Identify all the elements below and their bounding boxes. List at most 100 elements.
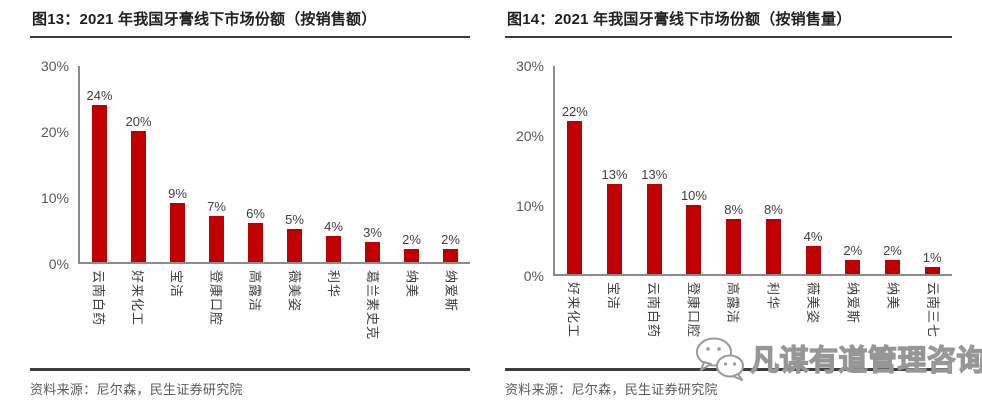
y-tick-label: 30% (40, 58, 69, 74)
x-axis-label: 云南白药 (90, 270, 106, 327)
y-tick-label: 0% (48, 256, 69, 272)
bar (924, 267, 940, 274)
bar-value-label: 4% (803, 229, 823, 245)
source-note: 资料来源：尼尔森，民生证券研究院 (505, 382, 718, 397)
x-axis-label: 登康口腔 (685, 282, 701, 339)
bar (404, 248, 419, 262)
bar-slot: 4% (793, 66, 833, 274)
bar (365, 242, 380, 262)
y-tick-label: 20% (40, 123, 69, 140)
x-label-slot: 云南三七 (912, 282, 952, 362)
x-axis-label: 纳美 (885, 282, 901, 311)
x-axis-label: 薇美姿 (286, 270, 302, 313)
chart-panel-13: 图13：2021 年我国牙膏线下市场份额（按销售额） 30% 20% 10% 0% 2… (30, 6, 470, 398)
x-axis-label: 纳美 (404, 270, 420, 299)
bar-slot: 7% (197, 66, 236, 262)
x-label-slot: 宝洁 (593, 282, 633, 362)
x-axis-label: 葛兰素史克 (365, 270, 381, 341)
bar-value-label: 2% (402, 231, 421, 247)
bar-chart: 30% 20% 10% 0% 22% 13% 13% 10% 8% 8% 4% 2% 2% 1% (505, 58, 952, 284)
bar (248, 222, 263, 262)
bar (567, 121, 583, 274)
x-axis-labels: 好来化工 宝洁 云南白药 登康口腔 高露洁 利华 薇美姿 纳爱斯 纳美 云南三七 (553, 276, 952, 362)
bar-value-label: 4% (324, 218, 343, 234)
bar-slot: 1% (912, 66, 952, 274)
chart-panel-14: 图14：2021 年我国牙膏线下市场份额（按销售量） 30% 20% 10% 0% 2… (505, 6, 952, 398)
x-axis-label: 好来化工 (129, 270, 145, 327)
bar (170, 203, 185, 262)
x-label-slot: 好来化工 (553, 282, 593, 362)
bar-slot: 22% (555, 66, 595, 274)
bar-value-label: 13% (601, 166, 628, 182)
bar-slot: 8% (714, 66, 754, 274)
y-tick-label: 10% (515, 197, 544, 214)
bar-value-label: 24% (86, 88, 113, 104)
bar (765, 218, 781, 274)
bar (607, 183, 623, 274)
x-axis-label: 云南三七 (925, 282, 941, 339)
bar-slot: 4% (314, 66, 353, 262)
x-axis-label: 薇美姿 (805, 282, 821, 325)
x-label-slot: 利华 (753, 282, 793, 362)
x-axis-labels: 云南白药 好来化工 宝洁 登康口腔 高露洁 薇美姿 利华 葛兰素史克 纳美 纳爱斯 (78, 264, 470, 362)
x-label-slot: 纳爱斯 (431, 270, 470, 362)
y-tick-label: 10% (40, 189, 69, 206)
x-axis-label: 高露洁 (725, 282, 741, 325)
x-label-slot: 好来化工 (117, 270, 156, 362)
bar (686, 204, 702, 274)
x-label-slot: 薇美姿 (792, 282, 832, 362)
bar (726, 218, 742, 274)
x-label-slot: 葛兰素史克 (352, 270, 391, 362)
y-axis: 30% 20% 10% 0% (505, 58, 553, 284)
x-label-slot: 纳美 (392, 270, 431, 362)
bar-slot: 8% (754, 66, 794, 274)
x-label-slot: 纳美 (872, 282, 912, 362)
plot-area: 22% 13% 13% 10% 8% 8% 4% 2% 2% 1% (553, 66, 952, 276)
x-axis-label: 云南白药 (645, 282, 661, 339)
bar-value-label: 22% (561, 104, 588, 120)
y-tick-label: 20% (515, 127, 544, 144)
x-label-slot: 登康口腔 (196, 270, 235, 362)
bar-value-label: 2% (441, 231, 460, 247)
bar-slot: 20% (119, 66, 158, 262)
bar-slot: 13% (595, 66, 635, 274)
bar-value-label: 8% (724, 201, 744, 217)
bar-slot: 13% (634, 66, 674, 274)
x-axis-label: 高露洁 (247, 270, 263, 313)
x-axis-label: 利华 (765, 282, 781, 311)
bar-value-label: 1% (922, 250, 942, 266)
bar-value-label: 6% (246, 205, 265, 221)
x-label-slot: 登康口腔 (673, 282, 713, 362)
x-axis-label: 纳爱斯 (443, 270, 459, 313)
bar-value-label: 3% (363, 225, 382, 241)
y-axis: 30% 20% 10% 0% (30, 58, 78, 272)
x-label-slot: 利华 (313, 270, 352, 362)
x-label-slot: 纳爱斯 (832, 282, 872, 362)
bar-slot: 10% (674, 66, 714, 274)
bar-value-label: 2% (843, 243, 863, 259)
bar-slot: 3% (353, 66, 392, 262)
y-tick-label: 30% (515, 58, 544, 74)
bar-chart: 30% 20% 10% 0% 24% 20% 9% 7% 6% 5% 4% 3% 2% 2% (30, 58, 470, 272)
bar (884, 260, 900, 274)
bar-slot: 2% (431, 66, 470, 262)
bar-value-label: 7% (207, 199, 226, 215)
bar-value-label: 9% (168, 186, 187, 202)
bar (326, 235, 341, 262)
bar-slot: 6% (236, 66, 275, 262)
bar (92, 105, 107, 262)
chart-title: 图14：2021 年我国牙膏线下市场份额（按销售量） (505, 6, 952, 38)
bar (443, 248, 458, 262)
x-label-slot: 云南白药 (78, 270, 117, 362)
chart-title: 图13：2021 年我国牙膏线下市场份额（按销售额） (30, 6, 470, 38)
bar-value-label: 8% (763, 201, 783, 217)
bar-slot: 2% (392, 66, 431, 262)
plot-area: 24% 20% 9% 7% 6% 5% 4% 3% 2% 2% (78, 66, 470, 264)
bar-value-label: 20% (125, 114, 152, 130)
source-note: 资料来源：尼尔森，民生证券研究院 (30, 382, 243, 397)
bar-value-label: 2% (883, 243, 902, 259)
y-tick-label: 0% (523, 268, 544, 284)
bar-slot: 2% (833, 66, 873, 274)
bar-value-label: 5% (285, 212, 304, 228)
panel-footer: 资料来源：尼尔森，民生证券研究院 (505, 368, 952, 398)
